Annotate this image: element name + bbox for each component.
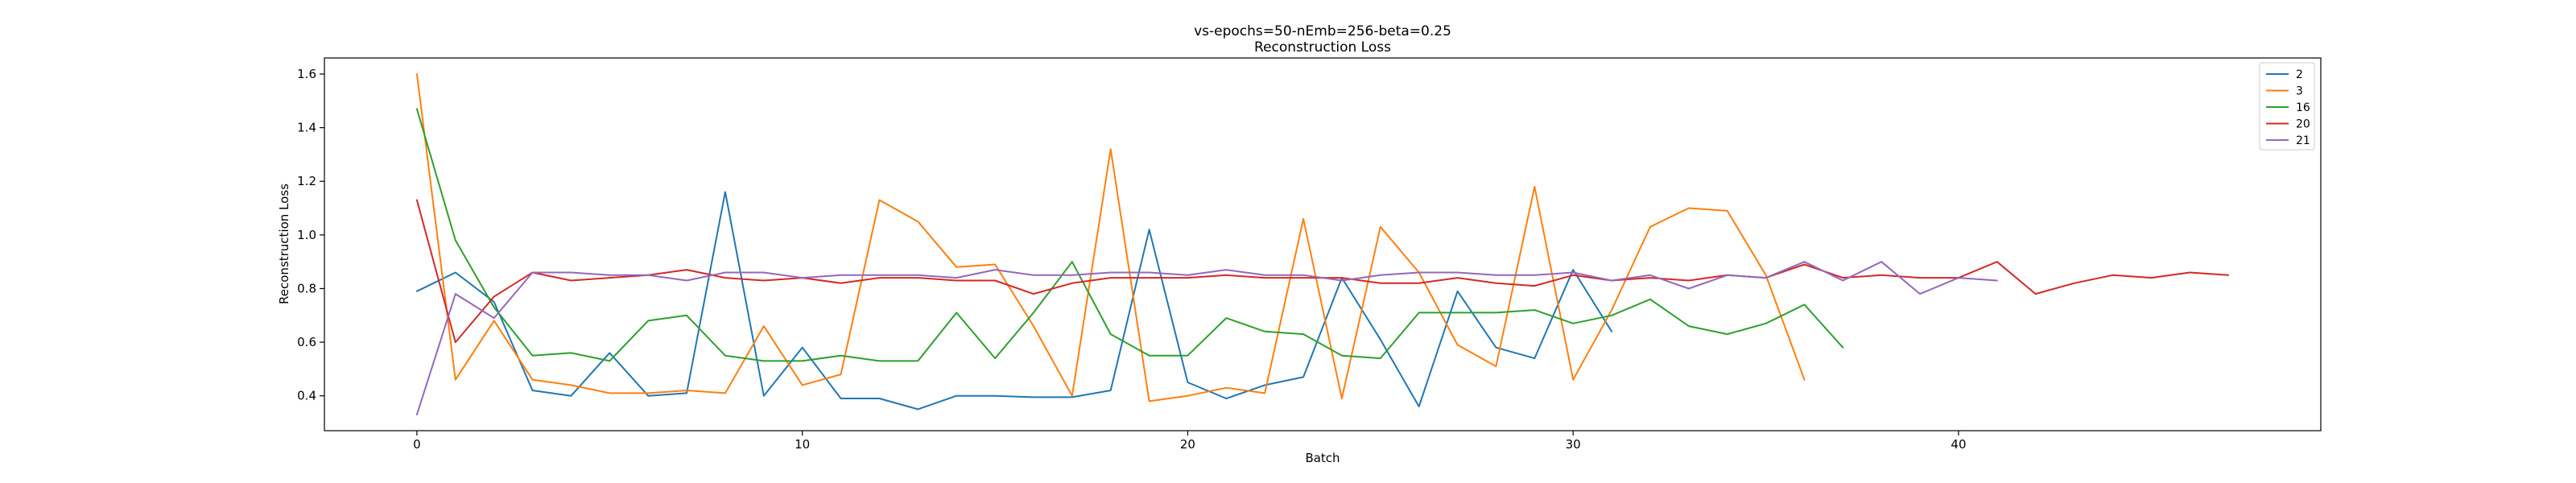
x-tick-label: 20 (1180, 437, 1195, 452)
series-line-16 (415, 108, 1844, 362)
y-tick-label: 1.2 (297, 174, 316, 188)
series-line-20 (415, 199, 2230, 344)
legend-label-3: 3 (2296, 85, 2303, 98)
legend-label-16: 16 (2296, 101, 2310, 114)
y-tick-label: 1.6 (297, 67, 316, 81)
x-axis-label: Batch (1305, 451, 1340, 465)
y-tick-label: 1.4 (297, 121, 316, 135)
x-tick-label: 0 (413, 437, 421, 452)
chart-subtitle: Reconstruction Loss (1254, 39, 1391, 56)
legend-label-2: 2 (2296, 68, 2303, 81)
series-line-21 (415, 261, 1998, 415)
y-tick-label: 0.6 (297, 335, 316, 349)
series-line-3 (415, 73, 1806, 402)
legend-label-21: 21 (2296, 134, 2310, 147)
y-tick-label: 1.0 (297, 228, 316, 242)
plot-frame (324, 57, 2322, 431)
x-tick-label: 30 (1566, 437, 1581, 452)
y-axis-label: Reconstruction Loss (277, 184, 291, 304)
x-axis: 0 10 20 30 40 (413, 431, 1967, 452)
y-tick-label: 0.4 (297, 389, 316, 403)
plot-lines (415, 73, 2230, 415)
series-line-2 (415, 191, 1613, 411)
chart-title: vs-epochs=50-nEmb=256-beta=0.25 (1194, 23, 1451, 39)
y-tick-label: 0.8 (297, 281, 316, 295)
y-axis: 0.4 0.6 0.8 1.0 1.2 1.4 1.6 (297, 67, 324, 403)
x-tick-label: 10 (795, 437, 810, 452)
legend: 2 3 16 20 21 (2259, 62, 2315, 151)
legend-label-20: 20 (2296, 118, 2310, 131)
x-tick-label: 40 (1951, 437, 1966, 452)
